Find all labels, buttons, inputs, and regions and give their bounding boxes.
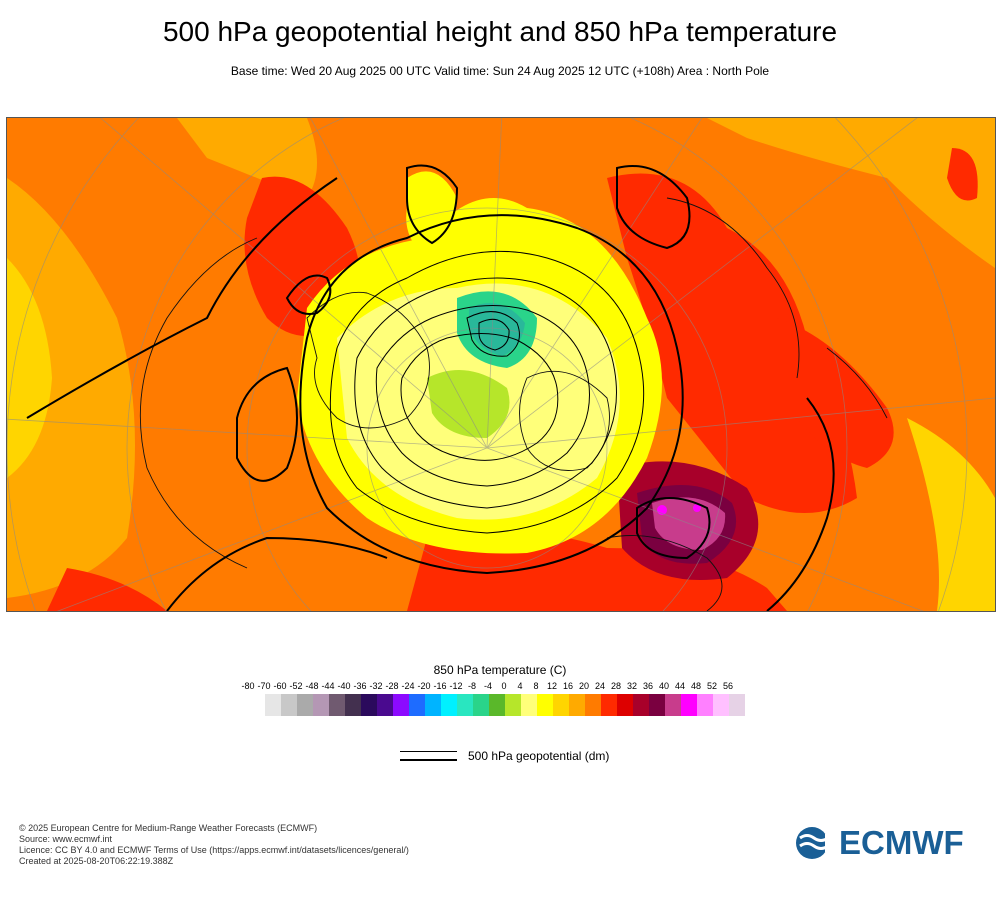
colorbar-tick-label: 20 bbox=[578, 681, 590, 691]
colorbar-tick-label: 56 bbox=[722, 681, 734, 691]
colorbar-cell bbox=[425, 694, 441, 716]
geopotential-legend-lines bbox=[400, 751, 457, 768]
colorbar-tick-label: -12 bbox=[449, 681, 463, 691]
colorbar-tick-label: 48 bbox=[690, 681, 702, 691]
contour-thick-line bbox=[400, 759, 457, 761]
colorbar-cell bbox=[537, 694, 553, 716]
colorbar-tick-label: -80 bbox=[241, 681, 255, 691]
colorbar-tick-label: -8 bbox=[467, 681, 477, 691]
ecmwf-logo-icon bbox=[796, 827, 837, 859]
colorbar-cell bbox=[473, 694, 489, 716]
coastlines bbox=[139, 197, 888, 611]
colorbar-cell bbox=[633, 694, 649, 716]
colorbar-tick-label: -32 bbox=[369, 681, 383, 691]
temp-fill-magenta-2 bbox=[693, 504, 701, 512]
colorbar-cell bbox=[553, 694, 569, 716]
temperature-legend-ticks: -80 -70 -60 -52 -48 -44 -40 -36 -32 -28 -24 -20 -16-… bbox=[0, 681, 1000, 693]
colorbar-tick-label: -4 bbox=[483, 681, 493, 691]
contour-thin-line bbox=[400, 751, 457, 752]
temp-fill-teal bbox=[469, 303, 525, 356]
colorbar-tick-label: -24 bbox=[401, 681, 415, 691]
colorbar-tick-label: 4 bbox=[517, 681, 523, 691]
colorbar-cell bbox=[601, 694, 617, 716]
credits: © 2025 European Centre for Medium-Range … bbox=[19, 823, 409, 867]
colorbar-tick-label: -48 bbox=[305, 681, 319, 691]
temperature-legend-title: 850 hPa temperature (C) bbox=[433, 663, 567, 677]
colorbar-cell bbox=[281, 694, 297, 716]
ecmwf-logo[interactable]: ECMWF bbox=[795, 824, 985, 862]
colorbar-cell bbox=[729, 694, 745, 716]
colorbar-cell bbox=[585, 694, 601, 716]
colorbar-tick-label: 36 bbox=[642, 681, 654, 691]
geopotential-contours bbox=[26, 164, 835, 611]
geopotential-legend: 500 hPa geopotential (dm) bbox=[400, 748, 630, 770]
colorbar-cell bbox=[521, 694, 537, 716]
colorbar-tick-label: 40 bbox=[658, 681, 670, 691]
colorbar-tick-label: -28 bbox=[385, 681, 399, 691]
colorbar-tick-label: 16 bbox=[562, 681, 574, 691]
colorbar-cell bbox=[265, 694, 281, 716]
colorbar-tick-label: -16 bbox=[433, 681, 447, 691]
colorbar-cell bbox=[441, 694, 457, 716]
colorbar-tick-label: 12 bbox=[546, 681, 558, 691]
ecmwf-logo-text: ECMWF bbox=[839, 824, 964, 861]
colorbar-tick-label: -40 bbox=[337, 681, 351, 691]
map-graticule bbox=[7, 118, 995, 611]
colorbar-tick-label: 8 bbox=[533, 681, 539, 691]
temperature-colorbar bbox=[265, 694, 745, 716]
colorbar-cell bbox=[345, 694, 361, 716]
colorbar-cell bbox=[393, 694, 409, 716]
colorbar-cell bbox=[665, 694, 681, 716]
chart-title: 500 hPa geopotential height and 850 hPa … bbox=[162, 16, 838, 47]
chart-subtitle: Base time: Wed 20 Aug 2025 00 UTC Valid … bbox=[230, 64, 770, 78]
colorbar-cell bbox=[313, 694, 329, 716]
colorbar-tick-label: 24 bbox=[594, 681, 606, 691]
colorbar-cell bbox=[569, 694, 585, 716]
colorbar-cell bbox=[297, 694, 313, 716]
colorbar-tick-label: -36 bbox=[353, 681, 367, 691]
colorbar-cell bbox=[329, 694, 345, 716]
map-panel[interactable] bbox=[6, 117, 996, 612]
temp-fill-red-sw bbox=[47, 568, 167, 611]
colorbar-cell bbox=[457, 694, 473, 716]
credits-copyright: © 2025 European Centre for Medium-Range … bbox=[19, 823, 318, 833]
colorbar-cell bbox=[489, 694, 505, 716]
temp-fill-light-orange-ne bbox=[707, 118, 995, 268]
colorbar-tick-label: 52 bbox=[706, 681, 718, 691]
colorbar-cell bbox=[713, 694, 729, 716]
credits-licence[interactable]: Licence: CC BY 4.0 and ECMWF Terms of Us… bbox=[19, 845, 409, 855]
credits-created: Created at 2025-08-20T06:22:19.388Z bbox=[19, 856, 174, 866]
temp-fill-red-far-ne bbox=[947, 148, 978, 201]
colorbar-cell bbox=[505, 694, 521, 716]
temp-fill-red-se bbox=[777, 318, 894, 468]
geopotential-legend-label: 500 hPa geopotential (dm) bbox=[468, 749, 610, 763]
credits-source: Source: www.ecmwf.int bbox=[19, 834, 113, 844]
colorbar-tick-label: 32 bbox=[626, 681, 638, 691]
colorbar-tick-label: -20 bbox=[417, 681, 431, 691]
colorbar-cell bbox=[361, 694, 377, 716]
colorbar-cell bbox=[697, 694, 713, 716]
colorbar-cell bbox=[681, 694, 697, 716]
colorbar-cell bbox=[377, 694, 393, 716]
temp-fill-light-orange-w bbox=[7, 178, 135, 598]
temp-fill-lime bbox=[427, 370, 510, 438]
colorbar-tick-label: 28 bbox=[610, 681, 622, 691]
temp-fill-yellow-se bbox=[907, 418, 995, 611]
colorbar-tick-label: -70 bbox=[257, 681, 271, 691]
colorbar-tick-label: -52 bbox=[289, 681, 303, 691]
colorbar-cell bbox=[409, 694, 425, 716]
polar-map bbox=[7, 118, 995, 611]
colorbar-tick-label: -60 bbox=[273, 681, 287, 691]
colorbar-tick-label: 44 bbox=[674, 681, 686, 691]
temp-fill-yellow-w bbox=[7, 258, 52, 478]
colorbar-cell bbox=[617, 694, 633, 716]
temp-fill-red-ne bbox=[607, 173, 857, 514]
colorbar-tick-label: 0 bbox=[501, 681, 507, 691]
colorbar-cell bbox=[649, 694, 665, 716]
colorbar-tick-label: -44 bbox=[321, 681, 335, 691]
